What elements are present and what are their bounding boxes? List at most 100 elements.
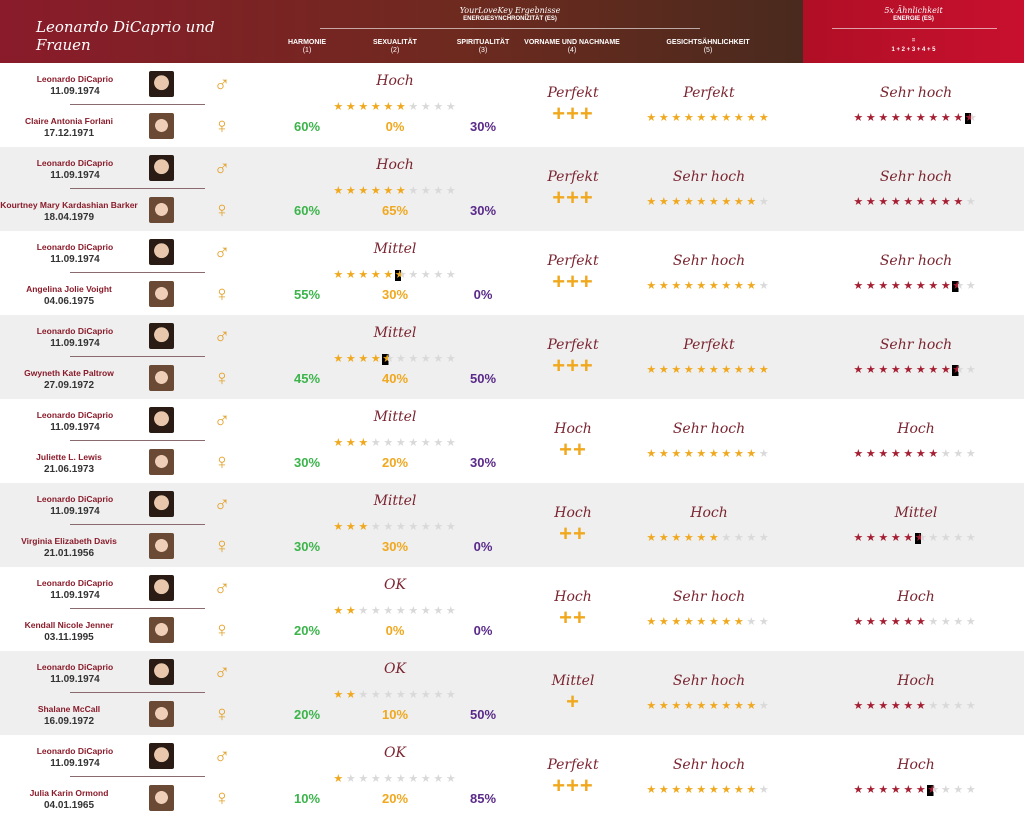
star-icon: ★ [658,532,669,544]
female-birthdate: 04.06.1975 [43,296,95,307]
row-divider [70,440,205,441]
name-level: Mittel [551,673,595,689]
star-icon: ★ [890,364,901,376]
star-icon: ★ [890,700,901,712]
male-symbol-icon: ♂ [213,575,231,600]
star-icon: ★ [928,112,939,124]
empty-star-icon: ★ [445,185,456,197]
table-row: Leonardo DiCaprio 11.09.1974 ♂ Shalane McCa… [0,651,1024,735]
harmonie-value: 45% [293,371,321,386]
star-icon: ★ [345,605,356,617]
female-symbol-icon: ♀ [213,113,231,138]
star-icon: ★ [915,616,926,628]
col-vorname: VORNAME UND NACHNAME (4) [524,39,620,54]
empty-star-icon: ★ [420,605,431,617]
star-icon: ★ [646,364,657,376]
star-icon: ★ [890,280,901,292]
female-birthdate: 04.01.1965 [43,800,95,811]
male-name: Leonardo DiCaprio [36,158,114,168]
energy-equals: = [911,38,916,44]
star-icon: ★ [646,112,657,124]
half-star-icon: ★★ [952,281,965,292]
name-plus: +++ [552,773,594,798]
empty-star-icon: ★ [370,605,381,617]
star-icon: ★ [671,700,682,712]
empty-star-icon: ★ [965,784,976,796]
star-icon: ★ [903,364,914,376]
star-icon: ★ [903,616,914,628]
star-icon: ★ [878,196,889,208]
empty-star-icon: ★ [940,448,951,460]
empty-star-icon: ★ [358,605,369,617]
empty-star-icon: ★ [965,532,976,544]
empty-star-icon: ★ [953,700,964,712]
energy-level: Sehr hoch [879,253,953,269]
star-icon: ★ [708,448,719,460]
sexualitaet-value: 0% [385,623,405,638]
male-name: Leonardo DiCaprio [36,662,114,672]
star-icon: ★ [696,784,707,796]
face-level: Sehr hoch [672,421,746,437]
star-icon: ★ [746,196,757,208]
empty-star-icon: ★ [746,616,757,628]
male-name: Leonardo DiCaprio [36,578,114,588]
es-stars: ★ ★ ★ ★ ★ ★ ★ ★ ★ ★ [332,433,457,451]
energy-stars: ★★★★★★★★★★★ [852,360,977,378]
sexualitaet-value: 10% [381,707,409,722]
star-icon: ★ [683,196,694,208]
male-symbol-icon: ♂ [213,239,231,264]
energy-stars: ★★★★★★★★★★★ [852,108,977,126]
male-name: Leonardo DiCaprio [36,494,114,504]
energy-formula: 1 + 2 + 3 + 4 + 5 [891,47,936,53]
empty-star-icon: ★ [408,353,419,365]
female-symbol-icon: ♀ [213,785,231,810]
name-level: Hoch [554,589,592,605]
male-avatar [149,659,174,685]
male-symbol-icon: ♂ [213,743,231,768]
star-icon: ★ [333,605,344,617]
star-icon: ★ [733,280,744,292]
star-icon: ★ [696,364,707,376]
star-icon: ★ [865,532,876,544]
female-birthdate: 21.01.1956 [43,548,95,559]
star-icon: ★ [383,269,394,281]
star-icon: ★ [928,280,939,292]
female-name: Claire Antonia Forlani [24,116,113,126]
es-stars: ★ ★ ★ ★ ★ ★ ★ ★ ★ ★ [332,181,457,199]
face-stars: ★ ★ ★ ★ ★ ★ ★ ★ ★ ★ [645,612,770,630]
star-icon: ★ [658,364,669,376]
star-icon: ★ [865,448,876,460]
star-icon: ★ [865,196,876,208]
star-icon: ★ [721,700,732,712]
star-icon: ★ [915,364,926,376]
es-stars: ★ ★ ★ ★ ★ ★ ★ ★ ★ ★ [332,601,457,619]
star-icon: ★ [696,112,707,124]
empty-star-icon: ★ [940,700,951,712]
star-icon: ★ [683,112,694,124]
empty-star-icon: ★ [746,532,757,544]
row-divider [70,776,205,777]
face-level: Perfekt [683,85,735,101]
spiritualitaet-value: 30% [469,119,497,134]
empty-star-icon: ★ [408,101,419,113]
empty-star-icon: ★ [445,773,456,785]
star-icon: ★ [878,112,889,124]
col-gesicht: GESICHTSÄHNLICHKEIT (5) [666,39,750,54]
star-icon: ★ [733,196,744,208]
star-icon: ★ [903,112,914,124]
half-star-icon: ★★ [927,785,940,796]
star-icon: ★ [853,700,864,712]
row-divider [70,608,205,609]
spiritualitaet-value: 85% [469,791,497,806]
male-avatar [149,155,174,181]
star-icon: ★ [658,700,669,712]
star-icon: ★ [903,700,914,712]
energy-stars: ★★★★★★★★★★★ [852,528,977,546]
col-spiritualitaet: SPIRITUALITÄT (3) [456,39,510,54]
name-plus: +++ [552,101,594,126]
harmonie-value: 60% [293,119,321,134]
empty-star-icon: ★ [758,616,769,628]
female-avatar [149,449,174,475]
star-icon: ★ [940,112,951,124]
star-icon: ★ [333,437,344,449]
